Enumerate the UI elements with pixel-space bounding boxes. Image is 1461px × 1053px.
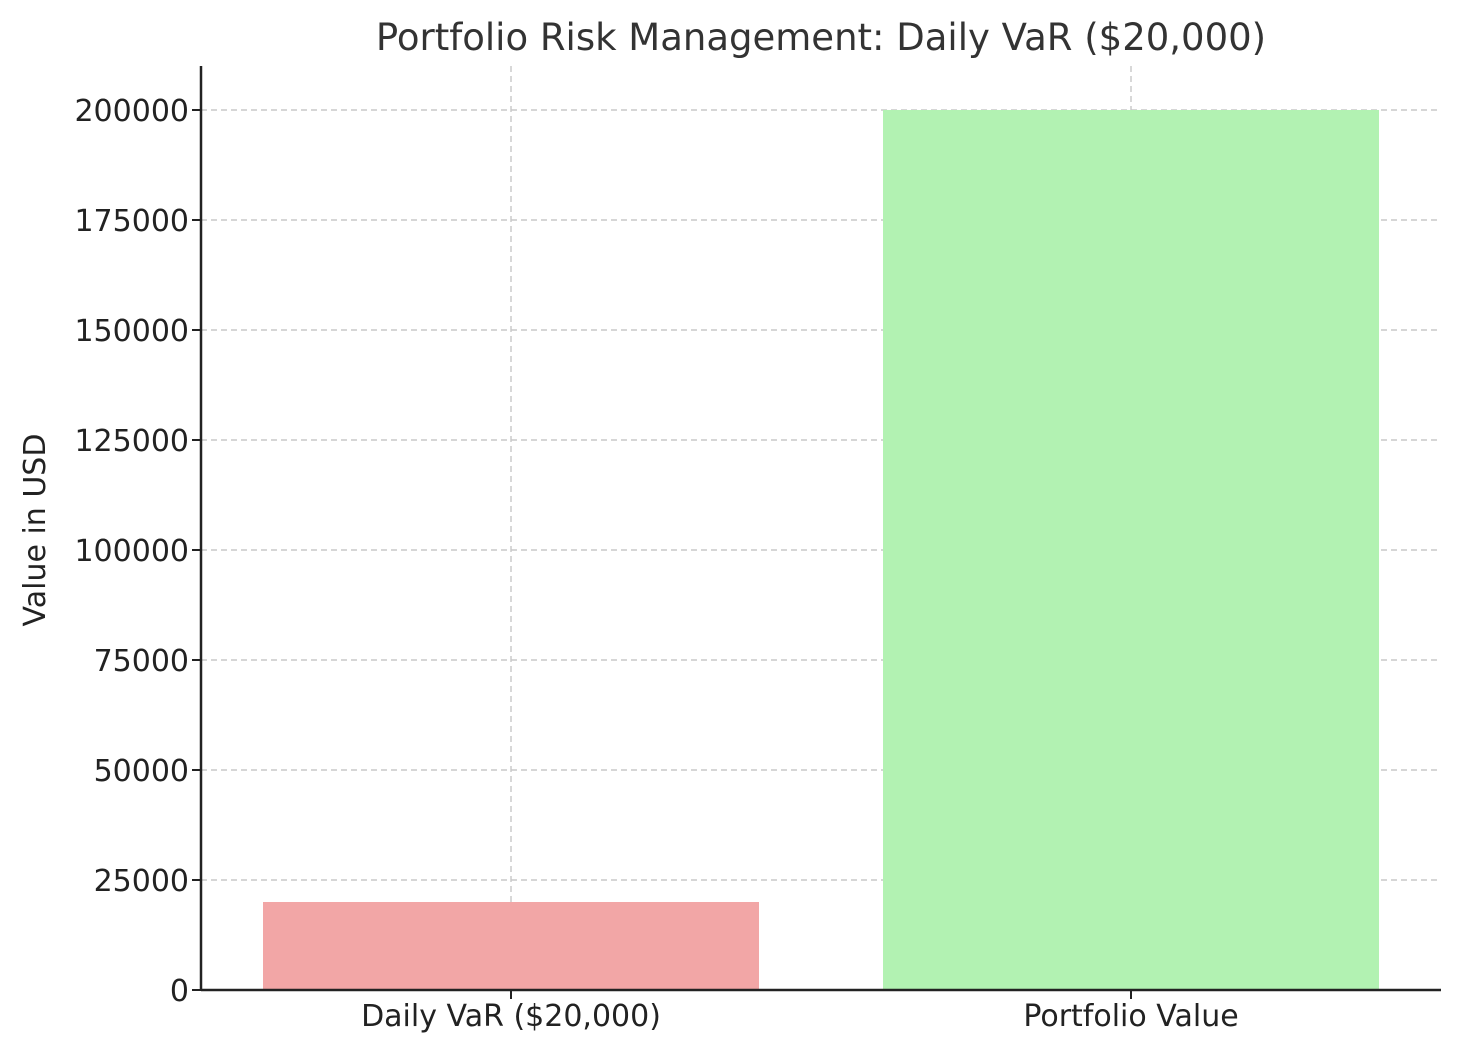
y-tick-label: 0 <box>170 974 189 1009</box>
y-tick-label: 50000 <box>94 754 189 789</box>
bar-layer <box>263 110 1379 990</box>
y-axis-label: Value in USD <box>18 434 53 627</box>
y-tick-label: 75000 <box>94 644 189 679</box>
chart-title: Portfolio Risk Management: Daily VaR ($2… <box>376 16 1266 59</box>
bar-daily-var <box>263 902 759 990</box>
y-tick-label: 125000 <box>74 424 189 459</box>
y-tick-label: 25000 <box>94 864 189 899</box>
y-tick-label: 200000 <box>74 94 189 129</box>
x-tick-label: Daily VaR ($20,000) <box>361 999 661 1034</box>
bar-portfolio-value <box>883 110 1379 990</box>
x-tick-label: Portfolio Value <box>1023 999 1238 1034</box>
y-tick-label: 150000 <box>74 314 189 349</box>
y-tick-label: 175000 <box>74 204 189 239</box>
axis-layer: 0 25000 50000 75000 100000 125000 150000 175000… <box>74 66 1441 1034</box>
y-tick-label: 100000 <box>74 534 189 569</box>
